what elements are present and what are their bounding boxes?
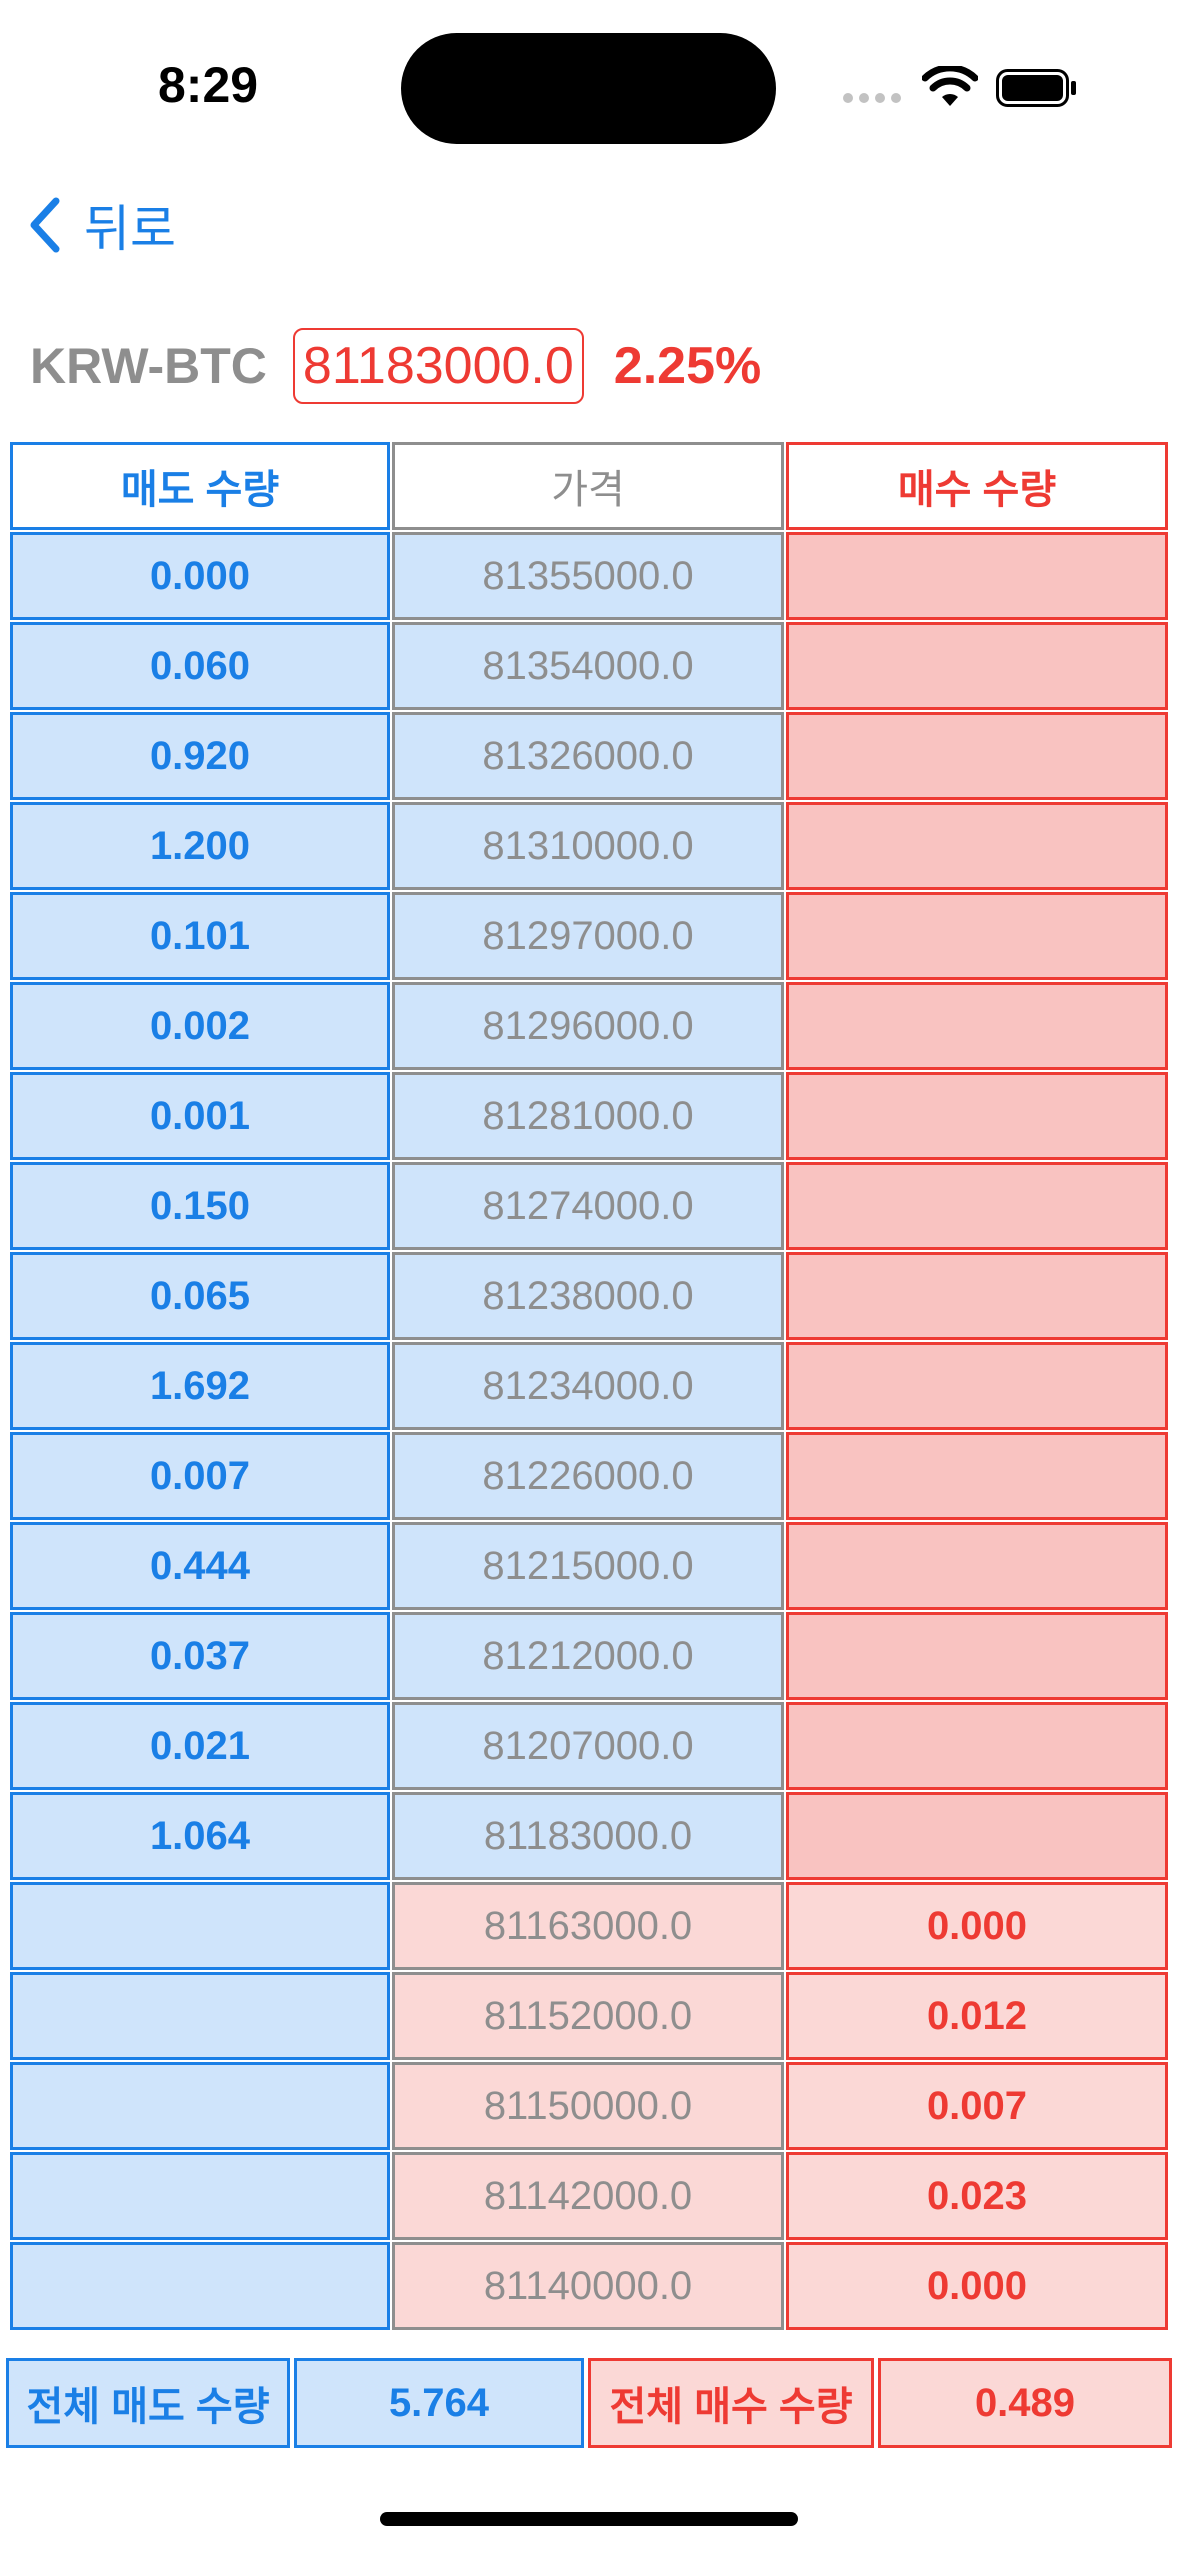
ask-price-cell: 81238000.0 <box>392 1252 784 1340</box>
bid-qty-empty-cell <box>786 1162 1168 1250</box>
ask-quantity-column: 매도 수량 0.000 0.060 0.920 1.200 0.101 0.00… <box>10 442 390 2332</box>
bid-qty-empty-cell <box>786 1702 1168 1790</box>
bid-qty-empty-cell <box>786 1612 1168 1700</box>
ask-qty-empty-cell <box>10 1882 390 1970</box>
bid-qty-empty-cell <box>786 1432 1168 1520</box>
ticker-row: KRW-BTC 81183000.0 2.25% <box>30 328 761 404</box>
bid-qty-empty-cell <box>786 892 1168 980</box>
bid-qty-empty-cell <box>786 622 1168 710</box>
ask-qty-cell: 1.692 <box>10 1342 390 1430</box>
ask-price-cell: 81296000.0 <box>392 982 784 1070</box>
bid-qty-empty-cell <box>786 1252 1168 1340</box>
ask-price-cell: 81326000.0 <box>392 712 784 800</box>
bid-price-cell: 81140000.0 <box>392 2242 784 2330</box>
total-ask-label: 전체 매도 수량 <box>6 2358 290 2448</box>
change-rate: 2.25% <box>613 337 762 395</box>
home-indicator[interactable] <box>380 2512 798 2526</box>
bid-quantity-column: 매수 수량 0.000 0.012 0.007 0.023 0.000 <box>786 442 1168 2332</box>
ask-price-cell: 81274000.0 <box>392 1162 784 1250</box>
bid-price-cell: 81152000.0 <box>392 1972 784 2060</box>
dynamic-island <box>401 33 776 144</box>
chevron-left-icon <box>30 197 60 253</box>
ask-qty-cell: 0.150 <box>10 1162 390 1250</box>
bid-qty-cell: 0.007 <box>786 2062 1168 2150</box>
current-price-badge: 81183000.0 <box>292 328 584 404</box>
bid-qty-empty-cell <box>786 802 1168 890</box>
ask-qty-empty-cell <box>10 2152 390 2240</box>
ask-price-cell: 81310000.0 <box>392 802 784 890</box>
bid-qty-empty-cell <box>786 1342 1168 1430</box>
ask-qty-cell: 0.002 <box>10 982 390 1070</box>
ask-qty-empty-cell <box>10 1972 390 2060</box>
total-bid-value: 0.489 <box>878 2358 1172 2448</box>
totals-bar: 전체 매도 수량 5.764 전체 매수 수량 0.489 <box>6 2358 1172 2448</box>
back-button[interactable]: 뒤로 <box>24 190 176 260</box>
ask-price-cell: 81207000.0 <box>392 1702 784 1790</box>
ask-price-cell: 81226000.0 <box>392 1432 784 1520</box>
bid-price-cell: 81142000.0 <box>392 2152 784 2240</box>
bid-qty-cell: 0.000 <box>786 2242 1168 2330</box>
price-header: 가격 <box>392 442 784 530</box>
ask-price-cell: 81355000.0 <box>392 532 784 620</box>
bid-qty-empty-cell <box>786 1072 1168 1160</box>
ask-qty-cell: 1.200 <box>10 802 390 890</box>
bid-qty-empty-cell <box>786 1792 1168 1880</box>
battery-icon <box>996 69 1076 107</box>
ask-qty-cell: 0.444 <box>10 1522 390 1610</box>
ask-price-cell: 81234000.0 <box>392 1342 784 1430</box>
wifi-icon <box>922 66 978 106</box>
ask-price-cell: 81215000.0 <box>392 1522 784 1610</box>
status-time: 8:29 <box>158 57 259 113</box>
bid-price-cell: 81163000.0 <box>392 1882 784 1970</box>
bid-qty-empty-cell <box>786 1522 1168 1610</box>
status-bar: 8:29 <box>0 0 1179 170</box>
ask-qty-cell: 0.060 <box>10 622 390 710</box>
ask-price-cell: 81354000.0 <box>392 622 784 710</box>
cellular-signal-icon <box>843 93 903 107</box>
ask-qty-empty-cell <box>10 2242 390 2330</box>
bid-qty-empty-cell <box>786 982 1168 1070</box>
back-label: 뒤로 <box>84 201 176 257</box>
bid-qty-cell: 0.023 <box>786 2152 1168 2240</box>
ask-qty-cell: 0.000 <box>10 532 390 620</box>
ask-price-cell: 81281000.0 <box>392 1072 784 1160</box>
ticker-symbol: KRW-BTC <box>30 338 267 394</box>
ask-qty-cell: 1.064 <box>10 1792 390 1880</box>
ask-qty-cell: 0.037 <box>10 1612 390 1700</box>
ask-qty-cell: 0.021 <box>10 1702 390 1790</box>
ask-qty-cell: 0.101 <box>10 892 390 980</box>
ask-qty-cell: 0.001 <box>10 1072 390 1160</box>
ask-price-cell: 81183000.0 <box>392 1792 784 1880</box>
ask-qty-empty-cell <box>10 2062 390 2150</box>
bid-quantity-header: 매수 수량 <box>786 442 1168 530</box>
ask-quantity-header: 매도 수량 <box>10 442 390 530</box>
bid-qty-empty-cell <box>786 532 1168 620</box>
ask-price-cell: 81212000.0 <box>392 1612 784 1700</box>
bid-qty-cell: 0.012 <box>786 1972 1168 2060</box>
bid-qty-cell: 0.000 <box>786 1882 1168 1970</box>
total-ask-value: 5.764 <box>294 2358 584 2448</box>
ask-qty-cell: 0.007 <box>10 1432 390 1520</box>
ask-price-cell: 81297000.0 <box>392 892 784 980</box>
price-column: 가격 81355000.0 81354000.0 81326000.0 8131… <box>392 442 784 2332</box>
total-bid-label: 전체 매수 수량 <box>588 2358 874 2448</box>
ask-qty-cell: 0.065 <box>10 1252 390 1340</box>
ask-qty-cell: 0.920 <box>10 712 390 800</box>
bid-qty-empty-cell <box>786 712 1168 800</box>
bid-price-cell: 81150000.0 <box>392 2062 784 2150</box>
